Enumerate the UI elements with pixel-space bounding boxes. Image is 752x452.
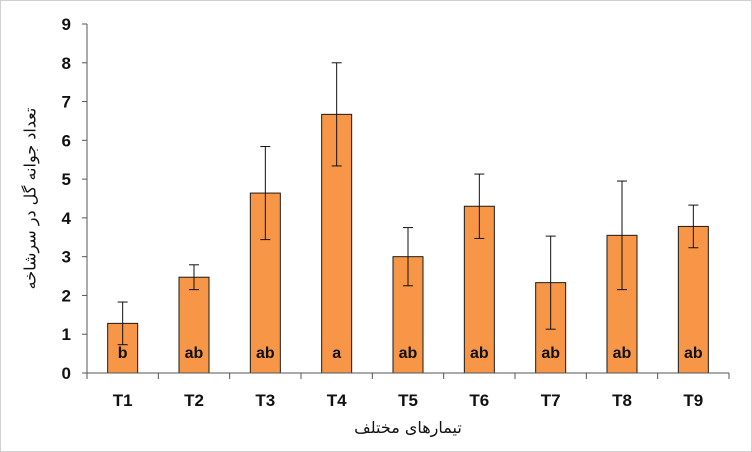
y-tick-label: 1 bbox=[62, 325, 71, 344]
significance-label-T3: ab bbox=[256, 345, 275, 362]
y-tick-label: 2 bbox=[62, 286, 71, 305]
y-tick-label: 4 bbox=[62, 209, 72, 228]
x-axis-title: تیمارهای مختلف bbox=[354, 418, 462, 438]
y-tick-label: 5 bbox=[62, 170, 71, 189]
y-tick-label: 3 bbox=[62, 248, 71, 267]
significance-labels: b ab ab a ab ab ab ab ab bbox=[118, 345, 703, 362]
x-tick-label-T3: T3 bbox=[255, 391, 275, 410]
significance-label-T7: ab bbox=[541, 345, 560, 362]
significance-label-T4: a bbox=[332, 345, 341, 362]
x-tick-label-T1: T1 bbox=[113, 391, 133, 410]
y-tick-label: 6 bbox=[62, 131, 71, 150]
x-tick-label-T2: T2 bbox=[184, 391, 204, 410]
y-tick-label: 8 bbox=[62, 54, 71, 73]
error-bars bbox=[117, 62, 699, 346]
significance-label-T8: ab bbox=[613, 345, 632, 362]
significance-label-T1: b bbox=[118, 345, 128, 362]
x-tick-label-T7: T7 bbox=[541, 391, 561, 410]
y-tick-label: 9 bbox=[62, 15, 71, 34]
y-tick-label: 7 bbox=[62, 93, 71, 112]
bars bbox=[107, 113, 709, 374]
x-tick-label-T4: T4 bbox=[327, 391, 347, 410]
x-axis: T1 T2 T3 T4 T5 T6 T7 T8 T9 bbox=[86, 372, 730, 410]
x-tick-label-T9: T9 bbox=[683, 391, 703, 410]
x-tick-label-T8: T8 bbox=[612, 391, 632, 410]
significance-label-T9: ab bbox=[684, 345, 703, 362]
significance-label-T2: ab bbox=[185, 345, 204, 362]
y-axis-title: تعداد جوانه گل در سرشاخه bbox=[21, 108, 41, 290]
y-axis: 0 1 2 3 4 5 6 7 8 9 bbox=[62, 15, 88, 383]
y-tick-label: 0 bbox=[62, 364, 71, 383]
x-tick-label-T5: T5 bbox=[398, 391, 418, 410]
significance-label-T6: ab bbox=[470, 345, 489, 362]
x-tick-label-T6: T6 bbox=[469, 391, 489, 410]
significance-label-T5: ab bbox=[399, 345, 418, 362]
bar-T2 bbox=[178, 276, 210, 374]
